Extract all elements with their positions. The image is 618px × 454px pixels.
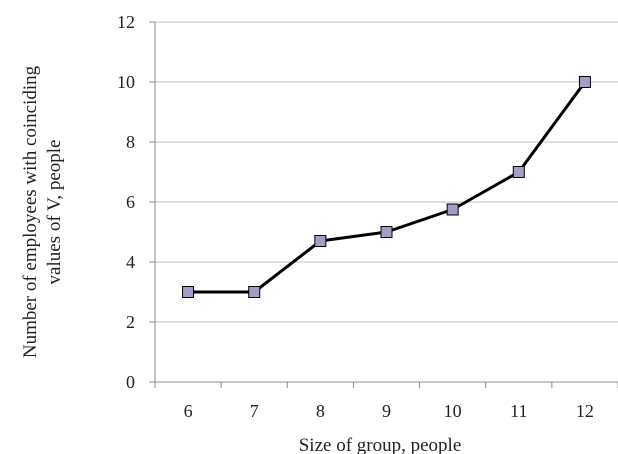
gridlines (155, 21, 618, 323)
x-tick-label: 12 (576, 401, 594, 421)
y-axis-title-line-1: Number of employees with coinciding (20, 65, 41, 358)
data-point-marker (182, 286, 195, 298)
data-point-marker (512, 166, 525, 178)
y-tick-label: 6 (126, 192, 135, 212)
y-tick-label: 0 (126, 372, 135, 392)
x-axis-title: Size of group, people (299, 435, 462, 454)
y-tick-label: 4 (126, 252, 135, 272)
data-points (182, 76, 591, 298)
x-tick-label: 8 (316, 401, 325, 421)
x-tick-label: 9 (382, 401, 391, 421)
data-point-marker (578, 76, 591, 88)
y-axis-title-line-2: values of V, people (44, 140, 65, 285)
data-point-marker (314, 235, 327, 247)
x-tick-label: 10 (444, 401, 462, 421)
y-tick-label: 10 (117, 72, 135, 92)
axes (149, 21, 618, 388)
x-tick-label: 6 (184, 401, 193, 421)
y-tick-label: 2 (126, 312, 135, 332)
x-tick-label: 11 (510, 401, 527, 421)
y-tick-labels: 0 2 4 6 8 10 12 (117, 12, 135, 392)
data-point-marker (446, 203, 459, 216)
y-tick-label: 8 (126, 132, 135, 152)
data-point-marker (248, 286, 261, 298)
y-tick-label: 12 (117, 12, 135, 32)
series-line (188, 81, 587, 294)
x-tick-labels: 6 7 8 9 10 11 12 (184, 401, 594, 421)
x-tick-label: 7 (250, 401, 259, 421)
series-line (188, 81, 587, 294)
y-axis-title: Number of employees with coinciding valu… (20, 65, 65, 358)
data-point-marker (380, 226, 393, 238)
